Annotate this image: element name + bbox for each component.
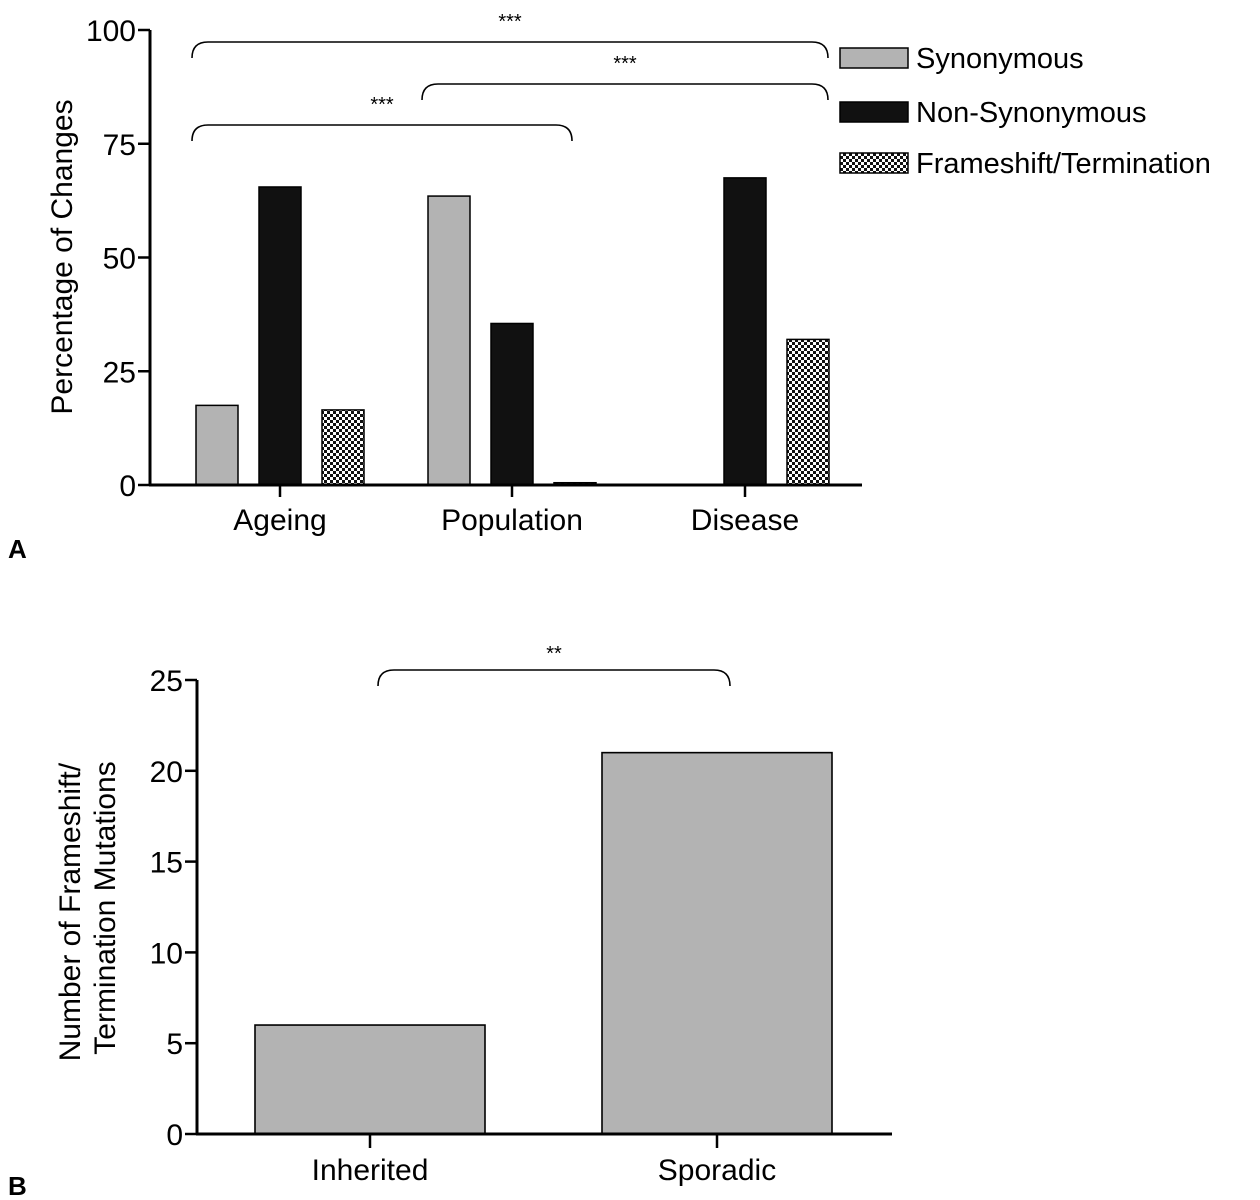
legend-label-non-synonymous: Non-Synonymous [916, 97, 1147, 129]
significance-bracket [191, 41, 829, 59]
panel-a-y-tick-label: 75 [103, 129, 136, 162]
panel-b-y-tick-label: 20 [150, 756, 183, 789]
bar-sporadic [601, 751, 833, 1135]
panel-b-y-tick-label: 15 [150, 847, 183, 880]
panel-b-chart: 0 5 10 15 20 25 Inherited Sporadic Number of F… [8, 643, 892, 1200]
panel-a-y-tick-label: 50 [103, 243, 136, 276]
panel-b-y-tick-label: 0 [166, 1119, 183, 1152]
x-tick-label-inherited: Inherited [312, 1154, 429, 1187]
panel-b-significance-brackets: ** [377, 643, 731, 687]
significance-label: *** [370, 94, 394, 116]
panel-b-y-ticks: 0 5 10 15 20 25 [150, 665, 197, 1152]
panel-a-chart: 0 25 50 75 100 Ageing Population Disease Perce… [8, 11, 1211, 564]
x-tick-label-ageing: Ageing [233, 504, 326, 537]
panel-b-y-tick-label: 5 [166, 1028, 183, 1061]
panel-b-letter: B [8, 1171, 27, 1200]
panel-a-y-axis-label: Percentage of Changes [46, 99, 79, 414]
panel-a-legend: Synonymous Non-Synonymous Frameshift/Termi… [839, 43, 1211, 180]
significance-label: *** [613, 53, 637, 75]
significance-label: *** [498, 11, 522, 33]
bar-inherited [254, 1024, 486, 1135]
panel-a-y-tick-label: 25 [103, 356, 136, 389]
panel-a-letter: A [8, 534, 27, 564]
x-tick-label-population: Population [441, 504, 583, 537]
legend-swatch-frameshift-termination [839, 152, 909, 174]
panel-a-significance-brackets: *** *** *** [191, 11, 829, 142]
panel-a-x-ticks: Ageing Population Disease [233, 485, 799, 537]
significance-bracket [377, 669, 731, 687]
legend-label-synonymous: Synonymous [916, 43, 1084, 75]
panel-b-x-ticks: Inherited Sporadic [312, 1134, 776, 1187]
bar-ageing-synonymous [195, 404, 239, 486]
x-tick-label-disease: Disease [691, 504, 799, 537]
bar-ageing-non-synonymous [258, 186, 302, 486]
panel-a-y-tick-label: 100 [86, 15, 136, 48]
panel-a-y-ticks: 0 25 50 75 100 [86, 15, 150, 503]
panel-b-y-tick-label: 25 [150, 665, 183, 698]
panel-b-axes [195, 680, 892, 1136]
panel-b-bars [254, 751, 833, 1135]
x-tick-label-sporadic: Sporadic [658, 1154, 776, 1187]
bar-ageing-frameshift-termination [321, 409, 365, 486]
panel-b-y-axis-label-line-2: Termination Mutations [89, 761, 122, 1054]
bar-population-synonymous [427, 195, 471, 486]
legend-swatch-synonymous [839, 47, 909, 69]
significance-bracket [421, 83, 829, 101]
significance-bracket [191, 124, 573, 142]
legend-label-frameshift-termination: Frameshift/Termination [916, 148, 1211, 180]
legend-swatch-non-synonymous [839, 101, 909, 123]
panel-b-y-axis-label-line-1: Number of Frameshift/ [54, 762, 87, 1061]
bar-population-non-synonymous [490, 322, 534, 486]
panel-b-y-tick-label: 10 [150, 937, 183, 970]
bar-disease-non-synonymous [723, 177, 767, 486]
bar-disease-frameshift-termination [786, 338, 830, 486]
panel-a-bars [195, 177, 830, 486]
panel-a-y-tick-label: 0 [119, 470, 136, 503]
significance-label: ** [546, 643, 562, 665]
panel-b-y-axis-label: Number of Frameshift/ Termination Mutati… [54, 755, 122, 1062]
